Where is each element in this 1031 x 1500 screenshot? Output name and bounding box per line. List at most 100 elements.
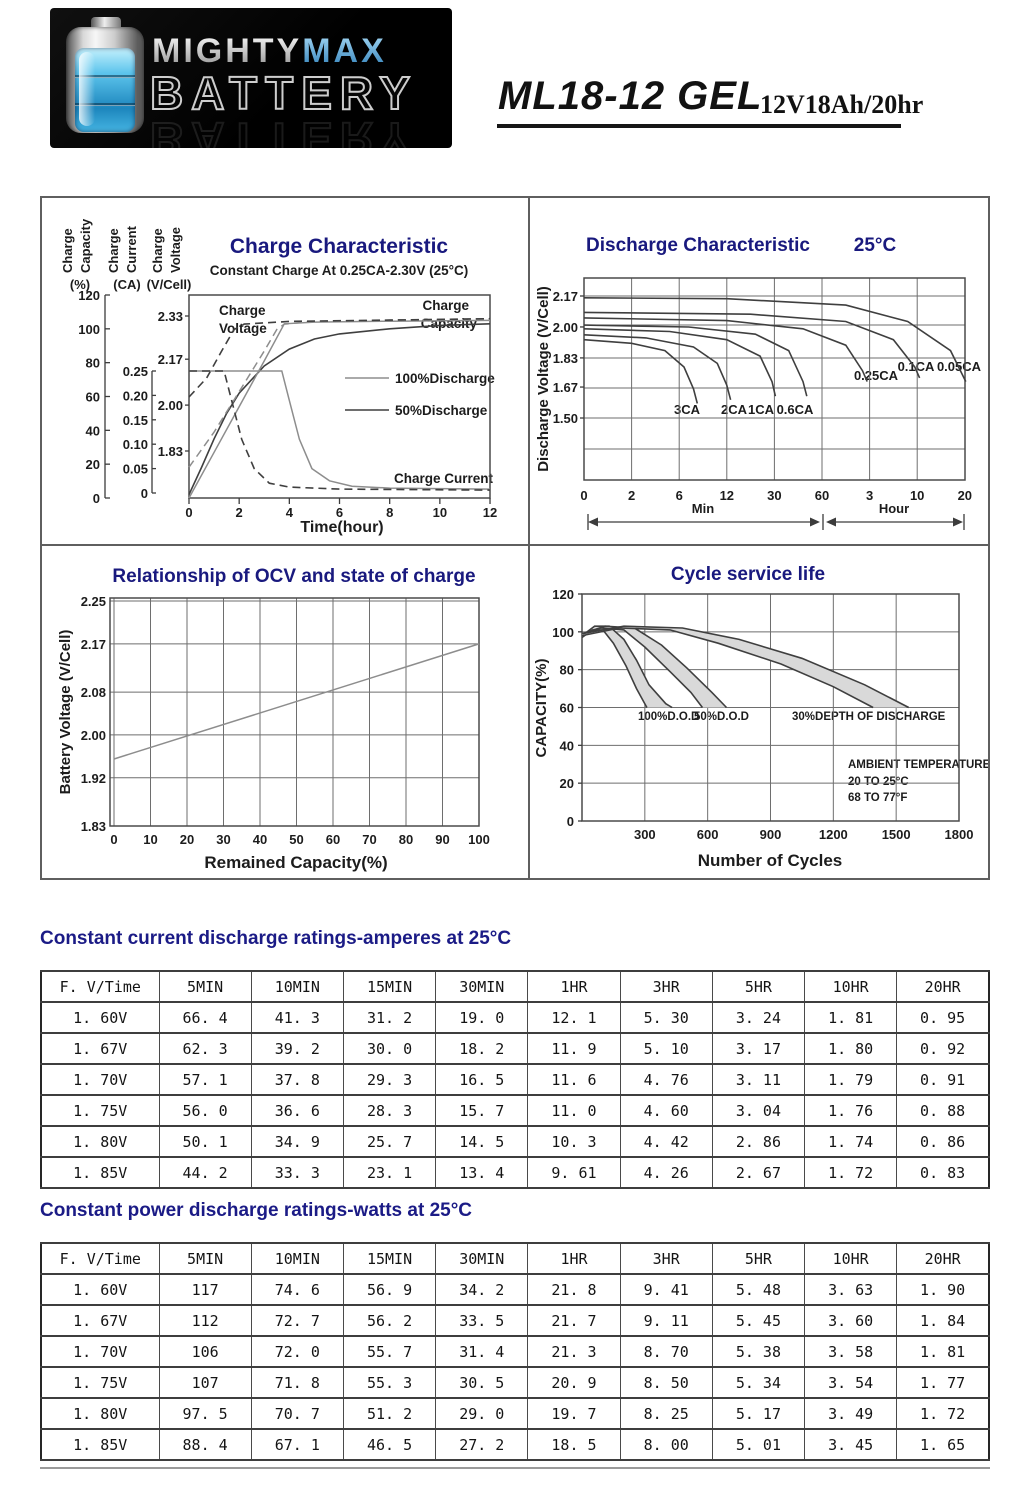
y-tick-label: 120 [78, 288, 100, 303]
value-cell: 0. 86 [896, 1125, 990, 1158]
charts-panel: Charge Characteristic Constant Charge At… [40, 196, 990, 880]
x-tick-label: 8 [386, 505, 393, 520]
y-tick-label: 0 [567, 814, 574, 829]
x-tick-label: 30 [767, 488, 781, 503]
y-tick-label: 0.25 [123, 364, 148, 379]
brand-word-max: MAX [302, 32, 387, 70]
value-cell: 20. 9 [527, 1366, 621, 1399]
value-cell: 16. 5 [435, 1063, 529, 1096]
value-cell: 44. 2 [158, 1156, 252, 1189]
y-tick-label: 2.25 [81, 594, 106, 609]
annotation-charge-voltage-2: Voltage [219, 321, 267, 336]
chart-subtitle: Constant Charge At 0.25CA-2.30V (25°C) [210, 263, 468, 278]
charge-current-100%discharge [189, 370, 491, 490]
row-header-cell: 1. 85V [40, 1156, 160, 1189]
table-header-row: F. V/Time 5MIN 10MIN 15MIN 30MIN 1HR 3HR 5HR 10H… [40, 1242, 990, 1275]
chart-temperature: 25°C [854, 235, 897, 256]
row-header-cell: 1. 60V [40, 1001, 160, 1034]
table-row: 1. 60V 117 74. 6 56. 9 34. 2 21. 8 9. 41 5. 48 3… [40, 1273, 990, 1306]
brand-name-bottom: BATTERY [149, 66, 419, 120]
x-tick-label: 600 [697, 827, 719, 842]
dod-band-upper [581, 625, 673, 709]
x-tick-label: 0 [185, 505, 192, 520]
value-cell: 9. 41 [619, 1273, 713, 1306]
value-cell: 9. 61 [527, 1156, 621, 1189]
chart-title: Cycle service life [671, 564, 825, 585]
value-cell: 11. 0 [527, 1094, 621, 1127]
charge-capacity-50%discharge [188, 323, 491, 495]
axis-label-capacity-2: Capacity [78, 218, 93, 273]
ocv-state-of-charge-chart: Relationship of OCV and state of charge … [57, 566, 490, 872]
value-cell: 0. 91 [896, 1063, 990, 1096]
y-tick-label: 0.10 [123, 437, 148, 452]
row-header-cell: 1. 85V [40, 1428, 160, 1461]
y-tick-label: 0.05 [123, 462, 148, 477]
x-tick-label: 10 [433, 505, 447, 520]
column-header: 20HR [896, 970, 990, 1003]
discharge-curve-3CA [583, 338, 699, 404]
curve-label-005ca: 0.05CA [937, 359, 982, 374]
y-tick-label: 2.17 [158, 352, 183, 367]
axis-unit-capacity: (%) [70, 277, 90, 292]
value-cell: 8. 50 [619, 1366, 713, 1399]
dod-band [582, 626, 727, 708]
row-header-cell: 1. 80V [40, 1397, 160, 1430]
value-cell: 5. 17 [711, 1397, 806, 1430]
row-header-cell: 1. 60V [40, 1273, 160, 1306]
value-cell: 15. 7 [435, 1094, 529, 1127]
spec-text: 12V18Ah/20hr [760, 90, 924, 119]
power-ratings-table: F. V/Time 5MIN 10MIN 15MIN 30MIN 1HR 3HR 5HR 10H… [40, 1242, 990, 1461]
value-cell: 50. 1 [158, 1125, 252, 1158]
y-tick-label: 20 [86, 457, 100, 472]
value-cell: 1. 65 [896, 1428, 990, 1461]
power-ratings-section: Constant power discharge ratings-watts a… [40, 1200, 990, 1461]
x-tick-label: 20 [180, 832, 194, 847]
value-cell: 28. 3 [342, 1094, 437, 1127]
value-cell: 1. 74 [804, 1125, 898, 1158]
x-tick-label: 2 [628, 488, 635, 503]
x-tick-label: 80 [399, 832, 413, 847]
chart-title: Relationship of OCV and state of charge [112, 566, 475, 587]
value-cell: 46. 5 [342, 1428, 437, 1461]
column-header: 3HR [619, 1242, 713, 1275]
value-cell: 112 [158, 1304, 252, 1337]
plot-border [109, 597, 480, 827]
axis-unit-voltage: (V/Cell) [147, 277, 192, 292]
value-cell: 3. 58 [804, 1335, 898, 1368]
y-axis-label: Battery Voltage (V/Cell) [57, 630, 74, 795]
row-header-cell: 1. 67V [40, 1032, 160, 1065]
value-cell: 30. 5 [435, 1366, 529, 1399]
arrow-head [953, 517, 963, 527]
y-axis-label: Discharge Voltage (V/Cell) [535, 286, 552, 472]
column-header: 1HR [527, 970, 621, 1003]
value-cell: 117 [158, 1273, 252, 1306]
value-cell: 62. 3 [158, 1032, 252, 1065]
charge-voltage-100%discharge [188, 317, 491, 468]
x-tick-label: 6 [336, 505, 343, 520]
band-label-100dod: 100%D.O.D [638, 711, 699, 723]
y-tick-label: 100 [552, 625, 574, 640]
value-cell: 1. 72 [896, 1397, 990, 1430]
x-tick-label: 60 [815, 488, 829, 503]
y-tick-label: 120 [552, 587, 574, 602]
value-cell: 25. 7 [342, 1125, 437, 1158]
value-cell: 21. 7 [527, 1304, 621, 1337]
value-cell: 2. 86 [711, 1125, 806, 1158]
section-title: Constant current discharge ratings-amper… [40, 928, 512, 949]
row-header-cell: 1. 70V [40, 1063, 160, 1096]
x-section-min: Min [692, 501, 714, 516]
column-header: 30MIN [435, 1242, 529, 1275]
charge-characteristic-chart: Charge Characteristic Constant Charge At… [60, 218, 497, 536]
x-axis-label: Time(hour) [300, 519, 383, 536]
value-cell: 0. 92 [896, 1032, 990, 1065]
y-tick-label: 0.20 [123, 388, 148, 403]
dod-band-lower [581, 627, 874, 709]
column-header: 15MIN [342, 970, 437, 1003]
value-cell: 31. 2 [342, 1001, 437, 1034]
value-cell: 36. 6 [250, 1094, 344, 1127]
x-tick-label: 2 [236, 505, 243, 520]
value-cell: 4. 26 [619, 1156, 713, 1189]
value-cell: 37. 8 [250, 1063, 344, 1096]
discharge-curve-0.6CA [583, 324, 808, 397]
battery-body [66, 27, 144, 133]
